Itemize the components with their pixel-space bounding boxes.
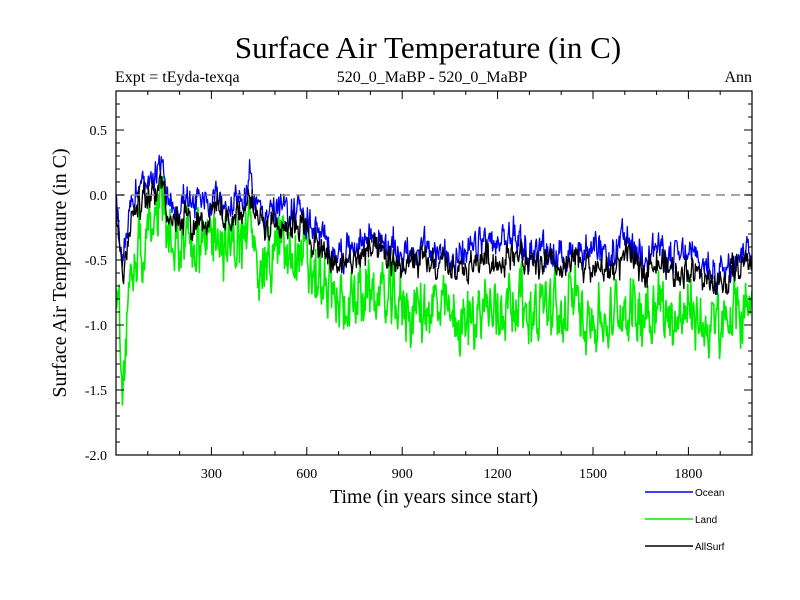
y-tick-label: 0.0 [90,189,108,204]
chart-title: Surface Air Temperature (in C) [235,30,621,65]
y-axis: 0.5 0.0 -0.5 -1.0 -1.5 -2.0 [85,103,752,464]
x-tick-label: 600 [296,467,317,482]
x-tick-label: 900 [392,467,413,482]
x-axis-label: Time (in years since start) [330,486,538,508]
y-tick-label: 0.5 [90,124,108,139]
series-layer [116,154,752,406]
x-tick-label: 1200 [484,467,512,482]
experiment-label: Expt = tEyda-texqa [115,69,240,86]
comparison-label: 520_0_MaBP - 520_0_MaBP [337,69,528,86]
x-tick-label: 300 [201,467,222,482]
x-axis: 300 600 900 1200 1500 1800 [147,91,721,482]
series-line-allsurf [116,172,752,296]
y-tick-label: -1.5 [85,384,107,399]
y-tick-label: -1.0 [85,319,107,334]
legend-label-allsurf: AllSurf [695,542,725,553]
x-tick-label: 1800 [674,467,702,482]
y-axis-label: Surface Air Temperature (in C) [49,148,71,397]
x-tick-label: 1500 [579,467,607,482]
series-line-land [116,175,752,406]
y-tick-label: -2.0 [85,449,107,464]
y-tick-label: -0.5 [85,254,107,269]
period-label: Ann [724,69,752,86]
legend-label-ocean: Ocean [695,488,724,499]
legend: Ocean Land AllSurf [645,488,725,553]
legend-label-land: Land [695,515,717,526]
